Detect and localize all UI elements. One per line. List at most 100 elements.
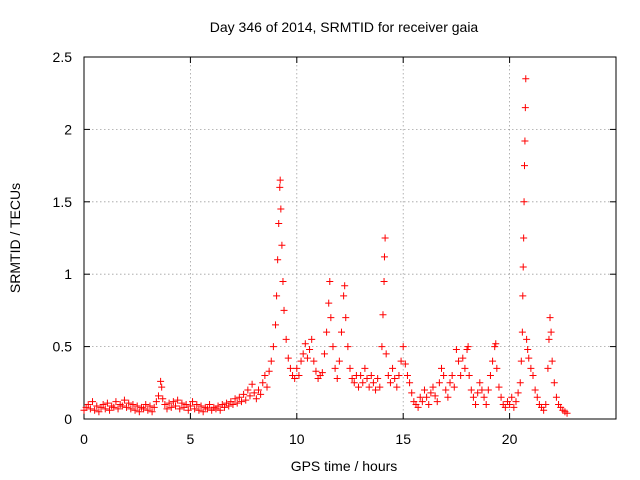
data-point bbox=[544, 364, 552, 372]
data-point bbox=[455, 357, 463, 365]
data-point bbox=[531, 386, 539, 394]
data-point bbox=[393, 383, 401, 391]
data-point bbox=[112, 398, 120, 406]
data-point bbox=[163, 405, 171, 413]
data-point bbox=[379, 311, 387, 319]
data-point bbox=[452, 345, 460, 353]
data-point bbox=[435, 379, 443, 387]
data-point bbox=[363, 374, 371, 382]
data-point bbox=[463, 345, 471, 353]
data-point bbox=[231, 395, 239, 403]
data-point bbox=[384, 372, 392, 380]
data-point bbox=[438, 364, 446, 372]
data-point bbox=[279, 277, 287, 285]
data-point bbox=[457, 372, 465, 380]
data-point bbox=[178, 399, 186, 407]
data-point bbox=[355, 383, 363, 391]
data-point bbox=[389, 364, 397, 372]
data-point bbox=[158, 383, 166, 391]
data-point bbox=[182, 401, 190, 409]
data-point bbox=[433, 398, 441, 406]
data-point bbox=[199, 408, 207, 416]
data-point bbox=[131, 406, 139, 414]
data-point bbox=[323, 328, 331, 336]
data-point bbox=[344, 343, 352, 351]
data-point bbox=[491, 343, 499, 351]
data-point bbox=[546, 314, 554, 322]
data-point bbox=[297, 357, 305, 365]
data-point bbox=[110, 403, 118, 411]
data-point bbox=[516, 379, 524, 387]
data-point bbox=[548, 357, 556, 365]
data-point bbox=[486, 372, 494, 380]
data-point bbox=[497, 393, 505, 401]
data-point bbox=[545, 335, 553, 343]
data-point bbox=[397, 357, 405, 365]
data-point bbox=[246, 392, 254, 400]
data-point bbox=[465, 372, 473, 380]
data-point bbox=[142, 401, 150, 409]
data-point bbox=[195, 406, 203, 414]
data-point bbox=[365, 383, 373, 391]
data-point bbox=[474, 389, 482, 397]
data-point bbox=[450, 383, 458, 391]
data-point bbox=[519, 292, 527, 300]
data-point bbox=[342, 314, 350, 322]
data-point bbox=[144, 406, 152, 414]
x-tick-label: 10 bbox=[289, 431, 305, 447]
data-point bbox=[140, 405, 148, 413]
x-tick-label: 15 bbox=[395, 431, 411, 447]
y-tick-label: 0 bbox=[64, 411, 72, 427]
data-point bbox=[93, 402, 101, 410]
data-point bbox=[395, 372, 403, 380]
data-point bbox=[125, 399, 133, 407]
data-point bbox=[120, 396, 128, 404]
data-point bbox=[186, 402, 194, 410]
data-point bbox=[374, 374, 382, 382]
data-point bbox=[133, 402, 141, 410]
tick-labels: 0 5 10 15 20 0 0.5 1 1.5 2 2.5 bbox=[53, 49, 518, 447]
data-point bbox=[293, 364, 301, 372]
data-point bbox=[423, 393, 431, 401]
data-point bbox=[282, 335, 290, 343]
data-point bbox=[193, 401, 201, 409]
data-point bbox=[244, 386, 252, 394]
data-point bbox=[176, 405, 184, 413]
data-point bbox=[520, 198, 528, 206]
data-point bbox=[444, 393, 452, 401]
data-point bbox=[312, 367, 320, 375]
data-point bbox=[327, 314, 335, 322]
axis-ticks bbox=[83, 56, 616, 420]
data-point bbox=[257, 390, 265, 398]
data-point bbox=[165, 399, 173, 407]
data-point bbox=[278, 241, 286, 249]
data-point bbox=[150, 403, 158, 411]
data-point bbox=[472, 401, 480, 409]
data-point bbox=[233, 399, 241, 407]
data-point bbox=[203, 405, 211, 413]
data-point bbox=[135, 408, 143, 416]
data-point bbox=[240, 390, 248, 398]
data-point bbox=[206, 401, 214, 409]
data-point bbox=[331, 364, 339, 372]
data-point bbox=[552, 393, 560, 401]
data-point bbox=[127, 405, 135, 413]
data-point bbox=[522, 75, 530, 83]
data-point bbox=[189, 398, 197, 406]
data-point bbox=[326, 277, 334, 285]
data-point bbox=[521, 137, 529, 145]
y-axis-label: SRMTID / TECUs bbox=[7, 183, 23, 293]
data-point bbox=[508, 393, 516, 401]
data-point bbox=[521, 104, 529, 112]
data-point bbox=[237, 398, 245, 406]
data-point bbox=[478, 386, 486, 394]
data-point bbox=[429, 383, 437, 391]
data-point bbox=[335, 357, 343, 365]
data-point bbox=[501, 403, 509, 411]
data-point bbox=[272, 321, 280, 329]
data-point bbox=[469, 393, 477, 401]
data-point bbox=[480, 393, 488, 401]
data-point bbox=[273, 292, 281, 300]
data-point bbox=[461, 364, 469, 372]
